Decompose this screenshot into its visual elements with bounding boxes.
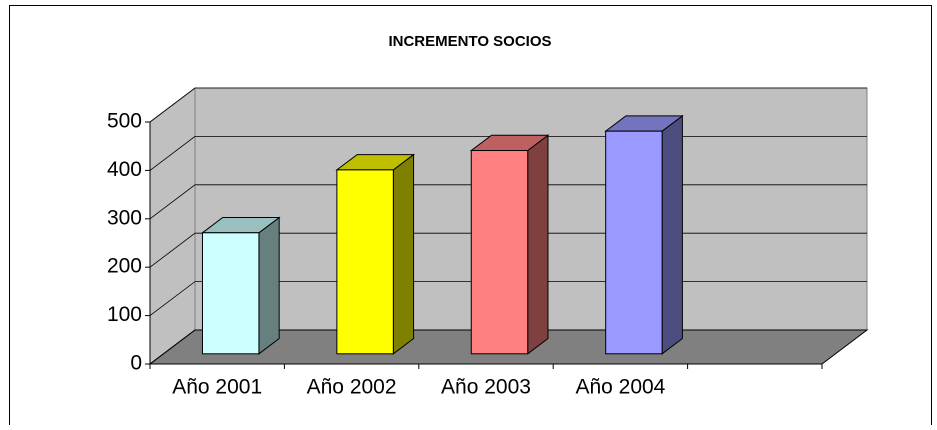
side-wall (149, 86, 196, 366)
y-tick-label: 200 (107, 255, 142, 278)
chart-title: INCREMENTO SOCIOS (388, 33, 551, 50)
y-tick-label: 100 (107, 303, 142, 326)
bar-side (661, 114, 683, 355)
y-tick-label: 300 (107, 206, 142, 229)
bar (470, 150, 529, 355)
x-tick-label: Año 2004 (575, 376, 665, 399)
x-tick-label: Año 2003 (441, 376, 531, 399)
chart-border (9, 5, 932, 425)
y-tick-label: 500 (107, 110, 142, 133)
x-tick-label: Año 2002 (307, 376, 397, 399)
bar (201, 232, 260, 355)
y-tick-label: 400 (107, 158, 142, 181)
bar-side (527, 134, 549, 355)
bar (605, 130, 663, 355)
bar-side (392, 153, 415, 355)
y-tick-label: 0 (130, 352, 142, 375)
bar (336, 169, 394, 355)
grid-line (149, 87, 867, 123)
bar-side (258, 216, 280, 355)
x-tick-label: Año 2001 (172, 376, 262, 399)
